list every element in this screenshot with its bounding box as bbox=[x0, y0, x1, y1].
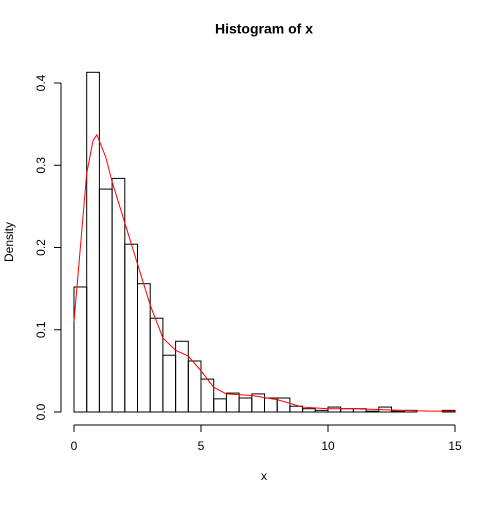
y-tick-label: 0.4 bbox=[34, 74, 48, 91]
y-axis-label: Density bbox=[2, 222, 16, 262]
bar bbox=[276, 397, 291, 413]
chart-title: Histogram of x bbox=[215, 21, 313, 37]
y-tick-label: 0.3 bbox=[34, 157, 48, 174]
bar bbox=[391, 410, 405, 413]
y-tick-label: 0.1 bbox=[34, 321, 48, 338]
x-tick-label: 0 bbox=[71, 439, 78, 453]
x-tick-label: 5 bbox=[198, 439, 205, 453]
y-tick-label: 0.0 bbox=[34, 403, 48, 420]
x-tick-label: 15 bbox=[448, 439, 462, 453]
density-line bbox=[73, 133, 455, 412]
x-axis-label: x bbox=[261, 469, 267, 483]
y-tick-label: 0.2 bbox=[34, 239, 48, 256]
x-tick-label: 10 bbox=[321, 439, 335, 453]
bar bbox=[365, 410, 380, 413]
